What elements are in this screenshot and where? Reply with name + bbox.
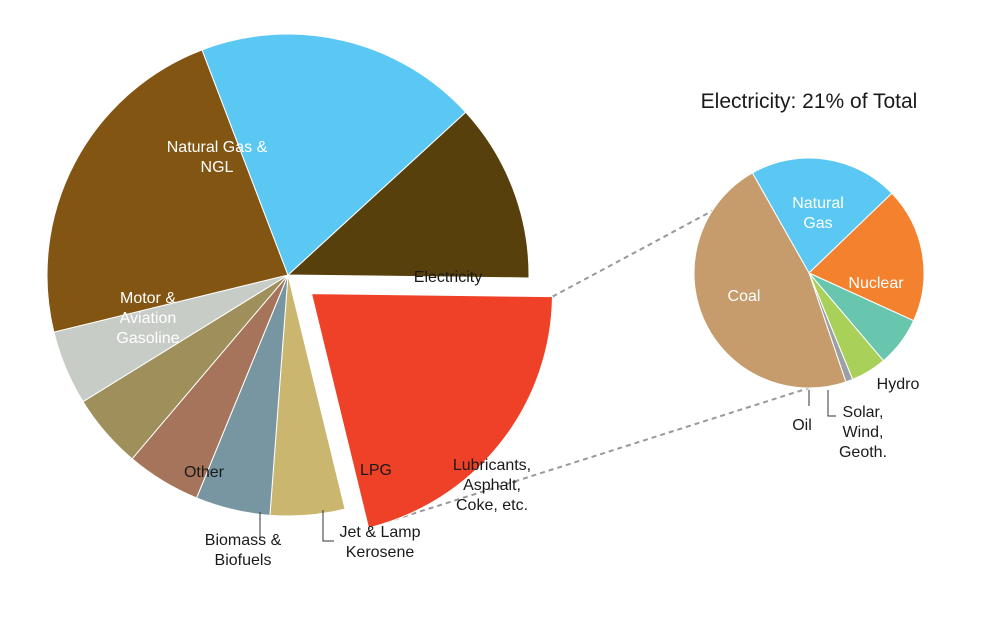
label-lubricants-asphalt-coke-etc-line: Coke, etc. bbox=[456, 497, 528, 514]
label-motor-and-aviation-gasoline-line: Motor & bbox=[120, 290, 176, 307]
slice-electricity bbox=[310, 293, 553, 529]
label-lubricants-asphalt-coke-etc-line: Lubricants, bbox=[453, 457, 531, 474]
detail-label-natural-gas: Natural Gas bbox=[792, 195, 844, 232]
detail-label-natural-gas-line: Gas bbox=[803, 215, 832, 232]
detail-slice-natural-gas bbox=[751, 157, 893, 274]
detail-label-oil-line: Oil bbox=[792, 417, 812, 434]
label-motor-and-aviation-gasoline-line: Aviation bbox=[120, 310, 177, 327]
leader-jet-and-lamp-kerosene bbox=[322, 510, 334, 542]
detail-label-nuclear-line: Nuclear bbox=[848, 275, 904, 292]
detail-label-solar-wind-geoth-line: Solar, bbox=[843, 404, 884, 421]
label-electricity: Electricity bbox=[414, 269, 482, 286]
zoom-connector-lines bbox=[368, 158, 810, 529]
label-lpg: LPG bbox=[360, 462, 392, 479]
detail-label-hydro: Hydro bbox=[877, 376, 920, 393]
label-biomass-and-biofuels-line: Biofuels bbox=[215, 552, 272, 569]
label-natural-gas-and-ngl-line: Natural Gas & bbox=[167, 139, 268, 156]
label-jet-and-lamp-kerosene: Jet & Lamp Kerosene bbox=[340, 524, 421, 561]
main-pie: DieselElectricityLubricants,Asphalt,Coke… bbox=[46, 33, 553, 569]
label-other: Other bbox=[184, 464, 225, 481]
electricity-detail-pie: Natural Gas Nuclear Hydro Solar, Wind, Geoth. O… bbox=[693, 157, 925, 461]
label-biomass-and-biofuels: Biomass & Biofuels bbox=[205, 532, 282, 569]
connector-top bbox=[551, 158, 810, 298]
label-motor-and-aviation-gasoline-line: Gasoline bbox=[116, 330, 179, 347]
detail-label-hydro-line: Hydro bbox=[877, 376, 920, 393]
detail-slice-coal bbox=[693, 172, 847, 389]
slice-motor-and-aviation-gasoline bbox=[46, 49, 289, 333]
label-lubricants-asphalt-coke-etc-line: Asphalt, bbox=[463, 477, 521, 494]
detail-label-solar-wind-geoth-line: Geoth. bbox=[839, 444, 887, 461]
label-biomass-and-biofuels-line: Biomass & bbox=[205, 532, 282, 549]
detail-label-nuclear: Nuclear bbox=[848, 275, 904, 292]
label-other-line: Other bbox=[184, 464, 225, 481]
detail-label-natural-gas-line: Natural bbox=[792, 195, 844, 212]
electricity-pie-title: Electricity: 21% of Total bbox=[701, 90, 918, 113]
slice-diesel bbox=[286, 111, 530, 279]
label-jet-and-lamp-kerosene-line: Kerosene bbox=[346, 544, 415, 561]
label-lpg-line: LPG bbox=[360, 462, 392, 479]
detail-label-solar-wind-geoth-line: Wind, bbox=[843, 424, 884, 441]
detail-label-oil: Oil bbox=[792, 417, 812, 434]
detail-slice-nuclear bbox=[808, 192, 925, 322]
detail-label-coal: Coal bbox=[728, 288, 761, 305]
label-electricity-line: Electricity bbox=[414, 269, 482, 286]
slice-natural-gas-and-ngl bbox=[201, 33, 467, 276]
label-lubricants-asphalt-coke-etc: Lubricants, Asphalt, Coke, etc. bbox=[453, 457, 531, 514]
label-natural-gas-and-ngl-line: NGL bbox=[201, 159, 234, 176]
detail-leader-solar-wind-geoth bbox=[827, 390, 836, 417]
label-natural-gas-and-ngl: Natural Gas & NGL bbox=[167, 139, 268, 176]
detail-label-coal-line: Coal bbox=[728, 288, 761, 305]
label-motor-and-aviation-gasoline: Motor & Aviation Gasoline bbox=[116, 290, 179, 347]
label-jet-and-lamp-kerosene-line: Jet & Lamp bbox=[340, 524, 421, 541]
detail-label-solar-wind-geoth: Solar, Wind, Geoth. bbox=[839, 404, 887, 461]
